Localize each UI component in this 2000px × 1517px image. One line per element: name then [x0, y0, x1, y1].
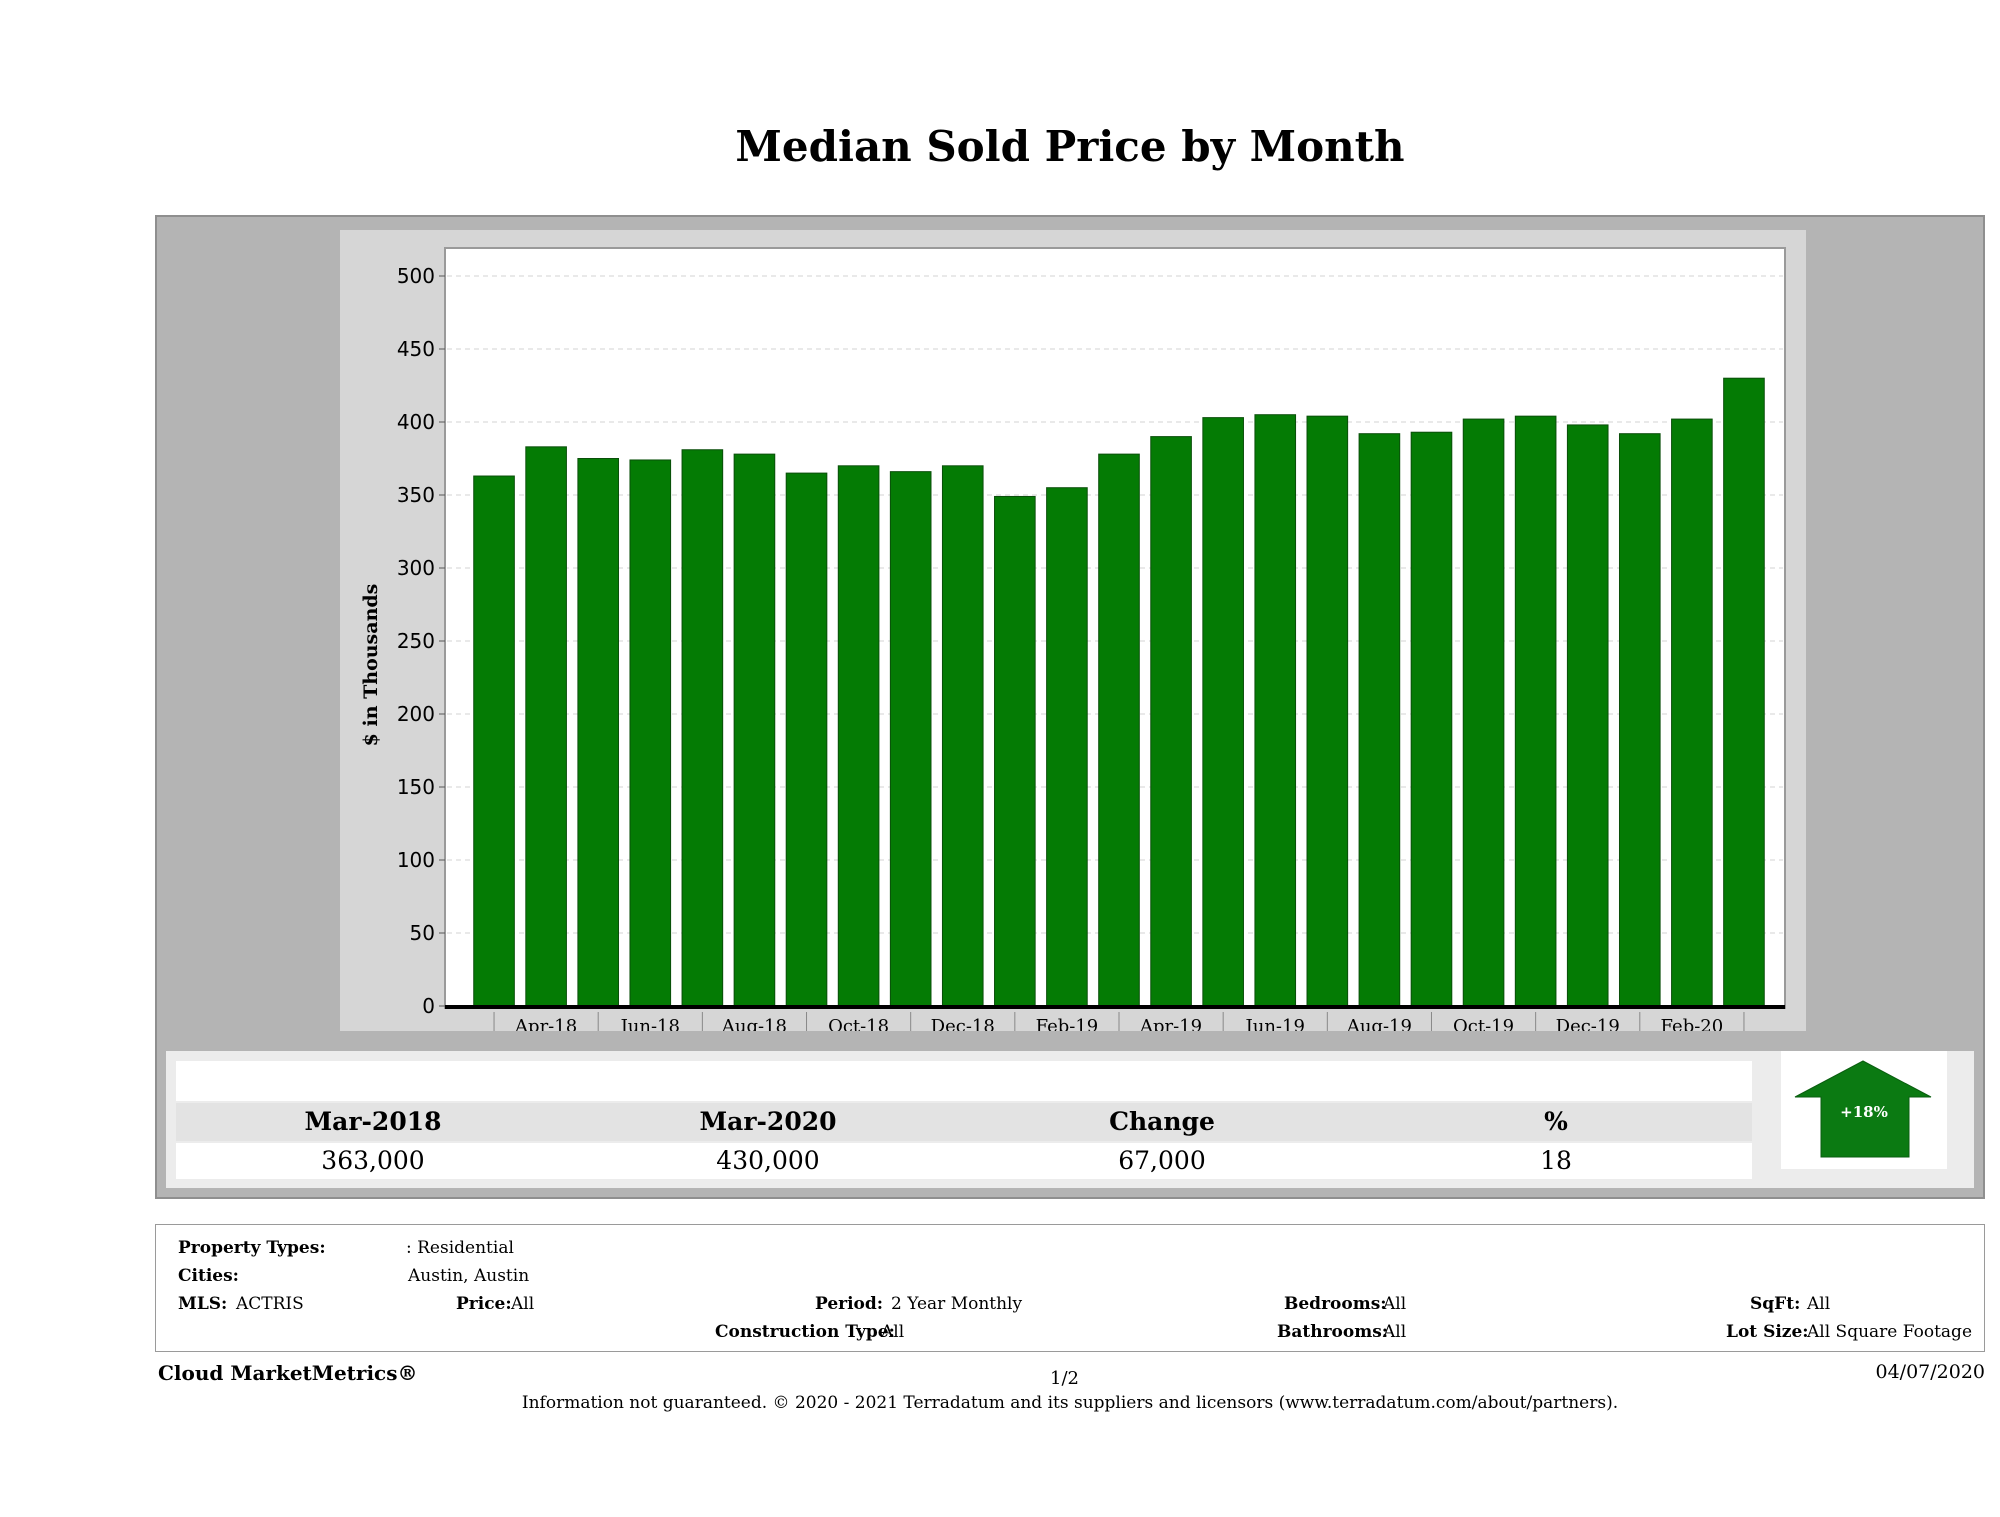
page-title: Median Sold Price by Month	[735, 122, 1405, 171]
summary-value-percent: 18	[1540, 1146, 1572, 1175]
y-tick-label: 350	[397, 483, 435, 507]
change-badge: +18%	[1781, 1051, 1947, 1169]
bars	[445, 377, 1785, 1009]
x-tick-label: Dec-19	[1556, 1016, 1620, 1031]
y-tick-label: 150	[397, 775, 435, 799]
bar-jul-19	[1306, 415, 1349, 1007]
bar-dec-18	[941, 465, 984, 1007]
bedrooms-value: All	[1383, 1294, 1407, 1314]
y-tick-label: 500	[397, 264, 435, 288]
summary-header-end: Mar-2020	[699, 1107, 837, 1136]
y-tick-label: 450	[397, 337, 435, 361]
x-tick-label: Jun-18	[619, 1016, 680, 1031]
bar-may-18	[577, 458, 620, 1007]
sqft-value: All	[1807, 1294, 1831, 1314]
bar-dec-19	[1566, 424, 1609, 1007]
bar-feb-19	[1046, 487, 1088, 1007]
summary-top-band	[176, 1061, 1752, 1101]
bar-apr-18	[525, 446, 567, 1007]
bedrooms-label: Bedrooms:	[1284, 1294, 1387, 1314]
bar-jul-18	[681, 449, 724, 1007]
price-label: Price:	[456, 1294, 512, 1314]
bar-chart: 0 50 100 150 200 250 300 350 400 450 500 Apr-18 Jun…	[360, 247, 1786, 1031]
price-value: All	[511, 1294, 535, 1314]
y-tick-label: 200	[397, 702, 435, 726]
summary-value-row: 363,000 430,000 67,000 18	[176, 1143, 1752, 1179]
lot-size-label: Lot Size:	[1726, 1322, 1809, 1342]
plot-frame: 0 50 100 150 200 250 300 350 400 450 500 Apr-18 Jun…	[340, 230, 1806, 1031]
bar-jan-19	[994, 495, 1036, 1007]
summary-header-change: Change	[1109, 1107, 1215, 1136]
sqft-label: SqFt:	[1750, 1294, 1801, 1314]
bar-mar-20	[1723, 377, 1765, 1007]
x-axis-ticks: Apr-18 Jun-18 Aug-18 Oct-18 Dec-18 Feb-19 Apr-…	[493, 1012, 1745, 1031]
period-value: 2 Year Monthly	[891, 1294, 1023, 1314]
y-tick-label: 50	[410, 921, 435, 945]
x-tick-label: Oct-19	[1453, 1016, 1514, 1031]
summary-value-end: 430,000	[716, 1146, 820, 1175]
y-tick-label: 300	[397, 556, 435, 580]
bar-nov-18	[889, 471, 932, 1007]
y-axis-label: $ in Thousands	[360, 584, 382, 747]
summary-header-percent: %	[1544, 1107, 1568, 1136]
lot-size-value: All Square Footage	[1807, 1322, 1973, 1342]
y-tick-label: 100	[397, 848, 435, 872]
bar-aug-19	[1358, 433, 1401, 1007]
bar-jun-18	[629, 459, 672, 1007]
summary-header-start: Mar-2018	[304, 1107, 442, 1136]
bar-mar-18	[473, 475, 515, 1007]
bar-nov-19	[1514, 415, 1557, 1007]
bar-apr-19	[1150, 436, 1192, 1007]
x-tick-label: Jun-19	[1244, 1016, 1305, 1031]
y-tick-label: 0	[422, 994, 435, 1018]
cities-value: Austin, Austin	[408, 1266, 530, 1286]
mls-label: MLS:	[178, 1294, 228, 1314]
x-tick-label: Aug-18	[721, 1016, 787, 1031]
change-badge-label: +18%	[1840, 1103, 1888, 1121]
property-types-label: Property Types:	[178, 1238, 326, 1258]
bar-sep-19	[1410, 431, 1453, 1007]
bar-may-19	[1202, 417, 1244, 1007]
bar-jun-19	[1254, 414, 1297, 1007]
cities-label: Cities:	[178, 1266, 239, 1286]
summary-panel: Mar-2018 Mar-2020 Change % 363,000 430,0…	[166, 1051, 1974, 1188]
page-number: 1/2	[1050, 1368, 1079, 1389]
property-types-value: : Residential	[406, 1238, 514, 1258]
bar-oct-19	[1462, 418, 1505, 1007]
summary-value-start: 363,000	[321, 1146, 425, 1175]
report-date: 04/07/2020	[1875, 1361, 1985, 1383]
up-arrow-icon: +18%	[1794, 1060, 1932, 1158]
period-label: Period:	[815, 1294, 884, 1314]
summary-value-change: 67,000	[1118, 1146, 1206, 1175]
y-tick-label: 400	[397, 410, 435, 434]
x-tick-label: Feb-20	[1661, 1016, 1724, 1031]
x-tick-label: Dec-18	[931, 1016, 995, 1031]
bar-oct-18	[837, 465, 880, 1007]
filter-panel: Property Types: : Residential Cities: Au…	[155, 1224, 1985, 1352]
brand-name: Cloud MarketMetrics®	[158, 1361, 418, 1385]
construction-type-label: Construction Type:	[715, 1322, 895, 1342]
bathrooms-label: Bathrooms:	[1277, 1322, 1389, 1342]
y-axis-ticks: 0 50 100 150 200 250 300 350 400 450 500	[397, 264, 445, 1018]
chart-panel: 0 50 100 150 200 250 300 350 400 450 500 Apr-18 Jun…	[155, 215, 1985, 1199]
y-tick-label: 250	[397, 629, 435, 653]
x-tick-label: Oct-18	[828, 1016, 889, 1031]
x-tick-label: Apr-18	[514, 1016, 577, 1031]
x-tick-label: Aug-19	[1346, 1016, 1412, 1031]
x-tick-label: Apr-19	[1139, 1016, 1202, 1031]
bar-jan-20	[1618, 433, 1661, 1007]
x-tick-label: Feb-19	[1036, 1016, 1099, 1031]
summary-header-row: Mar-2018 Mar-2020 Change %	[176, 1103, 1752, 1141]
bar-mar-19	[1098, 453, 1140, 1007]
bar-feb-20	[1671, 418, 1713, 1007]
mls-value: ACTRIS	[236, 1294, 304, 1314]
disclaimer: Information not guaranteed. © 2020 - 202…	[521, 1393, 1619, 1413]
bar-aug-18	[733, 453, 776, 1007]
bar-sep-18	[785, 472, 828, 1007]
bathrooms-value: All	[1383, 1322, 1407, 1342]
construction-type-value: All	[881, 1322, 905, 1342]
